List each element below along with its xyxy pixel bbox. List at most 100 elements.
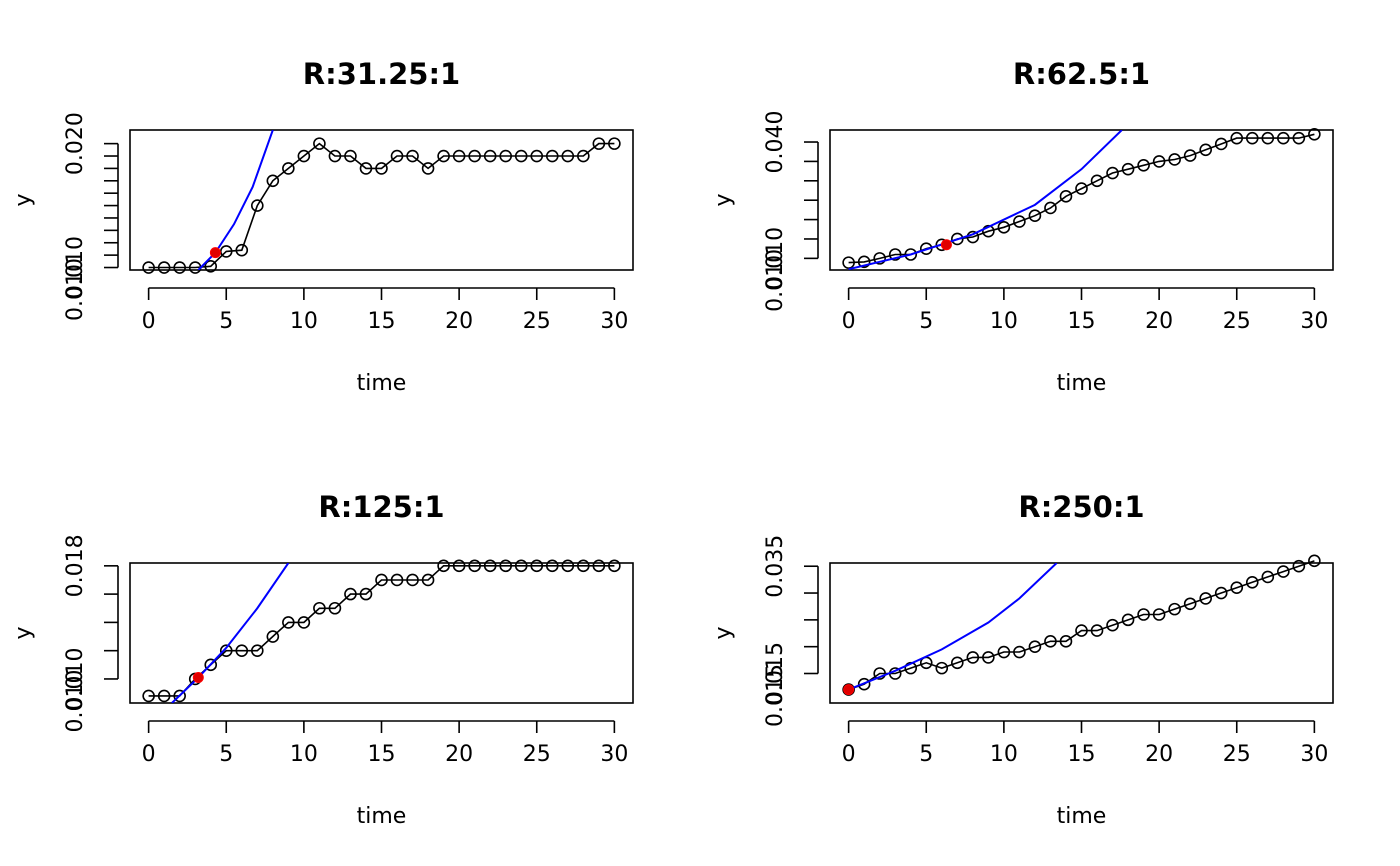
data-point xyxy=(313,137,326,150)
data-point xyxy=(1121,162,1135,176)
data-point xyxy=(888,248,902,261)
data-point xyxy=(1230,581,1244,594)
data-point xyxy=(1137,158,1150,172)
plot-frame xyxy=(829,129,1334,271)
data-point xyxy=(375,573,388,587)
data-point xyxy=(982,651,995,664)
data-point xyxy=(282,162,295,175)
data-point xyxy=(499,149,512,163)
fit-curve xyxy=(848,563,1058,691)
x-tick-label: 10 xyxy=(290,309,318,334)
x-tick-label: 25 xyxy=(523,309,551,334)
data-point xyxy=(982,224,995,238)
x-tick-label: 20 xyxy=(445,309,473,334)
x-tick-label: 0 xyxy=(842,742,856,767)
data-series-line xyxy=(148,142,615,269)
data-point xyxy=(1059,635,1073,648)
x-tick-label: 20 xyxy=(445,742,473,767)
data-point xyxy=(857,677,871,691)
y-axis-label: y xyxy=(11,193,36,206)
data-point xyxy=(545,559,559,573)
data-point xyxy=(1199,592,1212,605)
y-axis-label: y xyxy=(711,626,736,639)
data-point xyxy=(1261,131,1275,145)
x-tick-label: 25 xyxy=(1223,742,1251,767)
x-axis-label: time xyxy=(357,804,407,829)
data-point xyxy=(951,232,964,246)
data-point xyxy=(483,559,497,573)
fit-curve xyxy=(171,563,290,703)
data-point xyxy=(344,149,357,163)
data-point xyxy=(561,559,575,573)
data-point xyxy=(468,149,481,163)
data-point xyxy=(530,559,544,573)
x-tick-label: 20 xyxy=(1145,742,1173,767)
panel-r-31-25: R:31.25:1 0 5 10 15 20 25 30 0.010 0.020 0.010 time… xyxy=(11,57,634,396)
data-point xyxy=(251,199,264,212)
y-tick-label: 0.010 xyxy=(63,669,88,732)
fit-curve xyxy=(848,130,1123,270)
x-tick-label: 5 xyxy=(219,742,233,767)
data-point xyxy=(514,149,528,163)
chart-title: R:125:1 xyxy=(318,490,444,524)
data-point xyxy=(1292,559,1306,573)
data-point xyxy=(935,661,949,675)
data-point xyxy=(266,174,280,188)
data-point xyxy=(204,259,218,273)
y-tick-label: 0.015 xyxy=(763,664,788,727)
data-point xyxy=(359,587,373,601)
data-point xyxy=(359,162,373,175)
data-point xyxy=(997,645,1011,659)
data-point xyxy=(313,601,326,615)
data-point xyxy=(1059,190,1073,203)
data-point xyxy=(173,689,186,703)
x-tick-label: 10 xyxy=(990,309,1018,334)
data-point xyxy=(1121,613,1135,627)
data-point xyxy=(437,149,450,163)
data-point xyxy=(406,149,419,163)
y-tick-label: 0.010 xyxy=(763,227,788,290)
x-tick-label: 15 xyxy=(1068,742,1096,767)
x-tick-label: 25 xyxy=(1223,309,1251,334)
data-point xyxy=(282,616,295,629)
data-point xyxy=(1277,131,1290,145)
data-point xyxy=(219,245,233,258)
data-point xyxy=(1230,131,1244,145)
data-point xyxy=(437,559,450,573)
panel-r-62-5: R:62.5:1 0 5 10 15 20 25 30 0.010 0.040 0.010 time y xyxy=(711,57,1334,396)
data-point xyxy=(468,559,481,573)
x-tick-label: 25 xyxy=(523,742,551,767)
data-point xyxy=(873,667,886,680)
data-point xyxy=(251,644,264,657)
data-point xyxy=(157,689,171,703)
data-point xyxy=(608,559,621,573)
data-point xyxy=(173,261,186,274)
data-point xyxy=(375,162,388,175)
x-tick-label: 30 xyxy=(1300,742,1328,767)
data-point xyxy=(1245,576,1259,589)
data-point xyxy=(904,248,918,261)
data-point xyxy=(1028,640,1042,653)
y-tick-label: 0.010 xyxy=(63,258,88,321)
data-point xyxy=(406,573,419,587)
data-point xyxy=(1292,131,1306,145)
y-tick-label: 0.010 xyxy=(63,647,88,710)
panel-r-125: R:125:1 0 5 10 15 20 25 30 0.010 0.018 0.010 time y xyxy=(11,490,634,829)
data-point xyxy=(1214,586,1228,600)
data-point xyxy=(997,221,1011,234)
highlight-point xyxy=(843,684,855,696)
data-point xyxy=(421,162,435,175)
y-axis-label: y xyxy=(711,193,736,206)
data-point xyxy=(344,587,357,601)
x-tick-label: 0 xyxy=(842,309,856,334)
panel-r-250: R:250:1 0 5 10 15 20 25 30 0.015 0.035 0.015 time y xyxy=(711,490,1334,829)
y-tick-label: 0.040 xyxy=(763,111,788,174)
data-point xyxy=(857,255,871,269)
data-point xyxy=(1075,182,1088,195)
data-point xyxy=(142,261,155,274)
x-tick-label: 15 xyxy=(1068,309,1096,334)
data-point xyxy=(483,149,497,163)
x-tick-label: 0 xyxy=(142,742,156,767)
data-point xyxy=(1308,554,1321,568)
